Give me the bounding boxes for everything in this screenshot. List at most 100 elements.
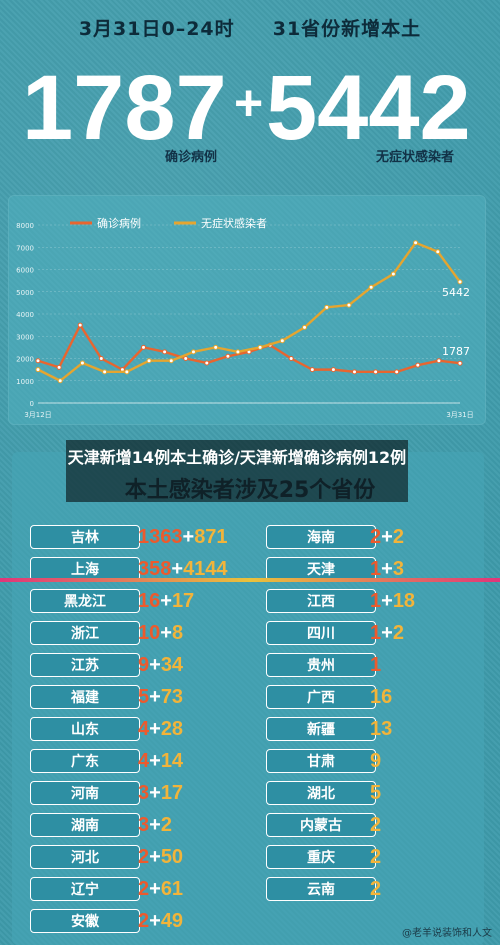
province-counts: 9: [370, 749, 381, 773]
asymptomatic-count: 4144: [183, 558, 228, 580]
province-counts: 1: [370, 653, 381, 677]
province-name: 重庆: [266, 845, 376, 869]
asymptomatic-count: 18: [392, 590, 416, 612]
province-name: 山东: [30, 717, 140, 741]
confirmed-count: 1: [370, 558, 382, 580]
y-tick-label: 1000: [16, 378, 34, 386]
province-name: 四川: [266, 621, 376, 645]
plus-sign: +: [171, 558, 184, 580]
confirmed-count: 2: [138, 910, 150, 932]
province-counts: 2+2: [370, 525, 404, 549]
chart-panel: [8, 195, 486, 425]
confirmed-count: 5: [138, 686, 150, 708]
asymptomatic-count: 16: [370, 686, 393, 708]
confirmed-count: 9: [138, 654, 150, 676]
province-counts: 5: [370, 781, 381, 805]
province-name: 新疆: [266, 717, 376, 741]
province-name: 海南: [266, 525, 376, 549]
province-counts: 1+3: [370, 557, 404, 581]
plus-sign: +: [381, 590, 393, 612]
plus-sign: +: [149, 910, 161, 932]
province-counts: 10+8: [138, 621, 183, 645]
data-point: [183, 356, 189, 361]
legend-label: 无症状感染者: [201, 216, 267, 230]
data-point: [35, 358, 41, 364]
plus-sign: +: [149, 782, 161, 804]
confirmed-count: 4: [138, 750, 150, 772]
province-name: 甘肃: [266, 749, 376, 773]
province-counts: 2: [370, 877, 381, 901]
province-counts: 1363+871: [138, 525, 228, 549]
data-point: [346, 302, 352, 308]
x-tick-label: 3月12日: [24, 411, 51, 419]
y-tick-label: 7000: [16, 244, 34, 252]
province-counts: 2+49: [138, 909, 183, 933]
confirmed-count: 1: [370, 590, 382, 612]
province-name: 江苏: [30, 653, 140, 677]
y-tick-label: 0: [30, 400, 34, 408]
asymptomatic-count: 13: [370, 718, 393, 740]
data-point: [124, 369, 130, 375]
asymptomatic-count: 3: [392, 558, 404, 580]
data-point: [213, 344, 219, 350]
data-point: [162, 349, 168, 355]
header-provinces: 31省份新增本土: [272, 18, 422, 40]
data-point: [279, 338, 285, 344]
total-confirmed-label: 确诊病例: [165, 150, 218, 165]
province-name: 江西: [266, 589, 376, 613]
x-tick-label: 3月31日: [446, 411, 473, 419]
province-name: 安徽: [30, 909, 140, 933]
data-point: [435, 249, 441, 255]
province-name: 广东: [30, 749, 140, 773]
data-point: [373, 369, 379, 375]
plus-sign: +: [149, 846, 161, 868]
province-counts: 1+18: [370, 589, 415, 613]
data-point: [204, 360, 210, 366]
province-counts: 2+50: [138, 845, 183, 869]
data-point: [146, 358, 152, 364]
asymptomatic-count: 2: [392, 526, 404, 548]
total-asymptomatic-label: 无症状感染者: [376, 150, 455, 165]
confirmed-count: 3: [138, 814, 150, 836]
asymptomatic-count: 28: [160, 718, 184, 740]
province-counts: 3+17: [138, 781, 183, 805]
asymptomatic-count: 73: [160, 686, 184, 708]
total-confirmed-number: 1787: [22, 57, 227, 159]
confirmed-count: 2: [370, 526, 382, 548]
plus-sign: +: [149, 654, 161, 676]
confirmed-count: 4: [138, 718, 150, 740]
data-point: [35, 367, 41, 373]
y-tick-label: 5000: [16, 289, 34, 297]
province-counts: 16+17: [138, 589, 194, 613]
header-line: 3月31日0–24时 31省份新增本土: [0, 14, 500, 41]
y-tick-label: 6000: [16, 267, 34, 275]
asymptomatic-count: 9: [370, 750, 382, 772]
data-point: [98, 356, 104, 361]
asymptomatic-count: 2: [160, 814, 172, 836]
plus-sign: +: [149, 814, 161, 836]
data-point: [368, 284, 374, 290]
province-name: 辽宁: [30, 877, 140, 901]
province-name: 河南: [30, 781, 140, 805]
data-point: [394, 369, 400, 375]
data-point: [79, 360, 85, 366]
confirmed-count: 1363: [138, 526, 183, 548]
confirmed-count: 358: [138, 558, 172, 580]
province-counts: 1+2: [370, 621, 404, 645]
data-point: [413, 240, 419, 246]
data-point: [257, 344, 263, 350]
data-point: [309, 367, 315, 373]
asymptomatic-count: 17: [171, 590, 195, 612]
province-name: 云南: [266, 877, 376, 901]
province-name: 内蒙古: [266, 813, 376, 837]
data-point: [302, 324, 308, 330]
data-point: [102, 369, 108, 375]
plus-sign: +: [381, 622, 393, 644]
asymptomatic-count: 14: [160, 750, 184, 772]
confirmed-count: 2: [138, 846, 150, 868]
data-point: [457, 279, 463, 285]
data-point: [225, 353, 231, 359]
plus-sign: +: [149, 878, 161, 900]
province-name: 黑龙江: [30, 589, 140, 613]
plus-sign: +: [149, 718, 161, 740]
